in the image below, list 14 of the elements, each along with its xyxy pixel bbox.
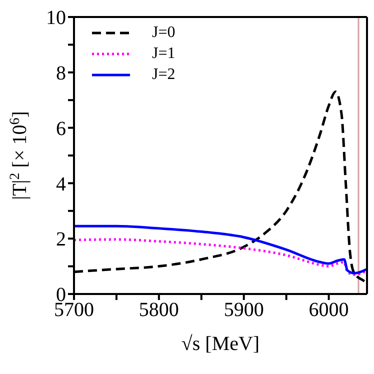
y-tick-label: 10 [46, 7, 66, 30]
line-series [74, 238, 367, 276]
y-tick-label: 4 [56, 173, 66, 196]
x-tick-label: 5900 [224, 299, 264, 322]
x-tick-label: 6000 [308, 299, 349, 322]
y-tick-label: 2 [56, 228, 66, 251]
x-axis-title: √s [MeV] [181, 333, 260, 355]
legend-label: J=0 [152, 24, 176, 42]
line-series [74, 224, 367, 274]
x-tick-label: 5800 [138, 299, 179, 322]
legend-label: J=1 [152, 44, 176, 62]
y-tick-label: 6 [56, 118, 66, 140]
legend-label: J=2 [152, 66, 176, 84]
y-tick-label: 8 [56, 62, 66, 84]
